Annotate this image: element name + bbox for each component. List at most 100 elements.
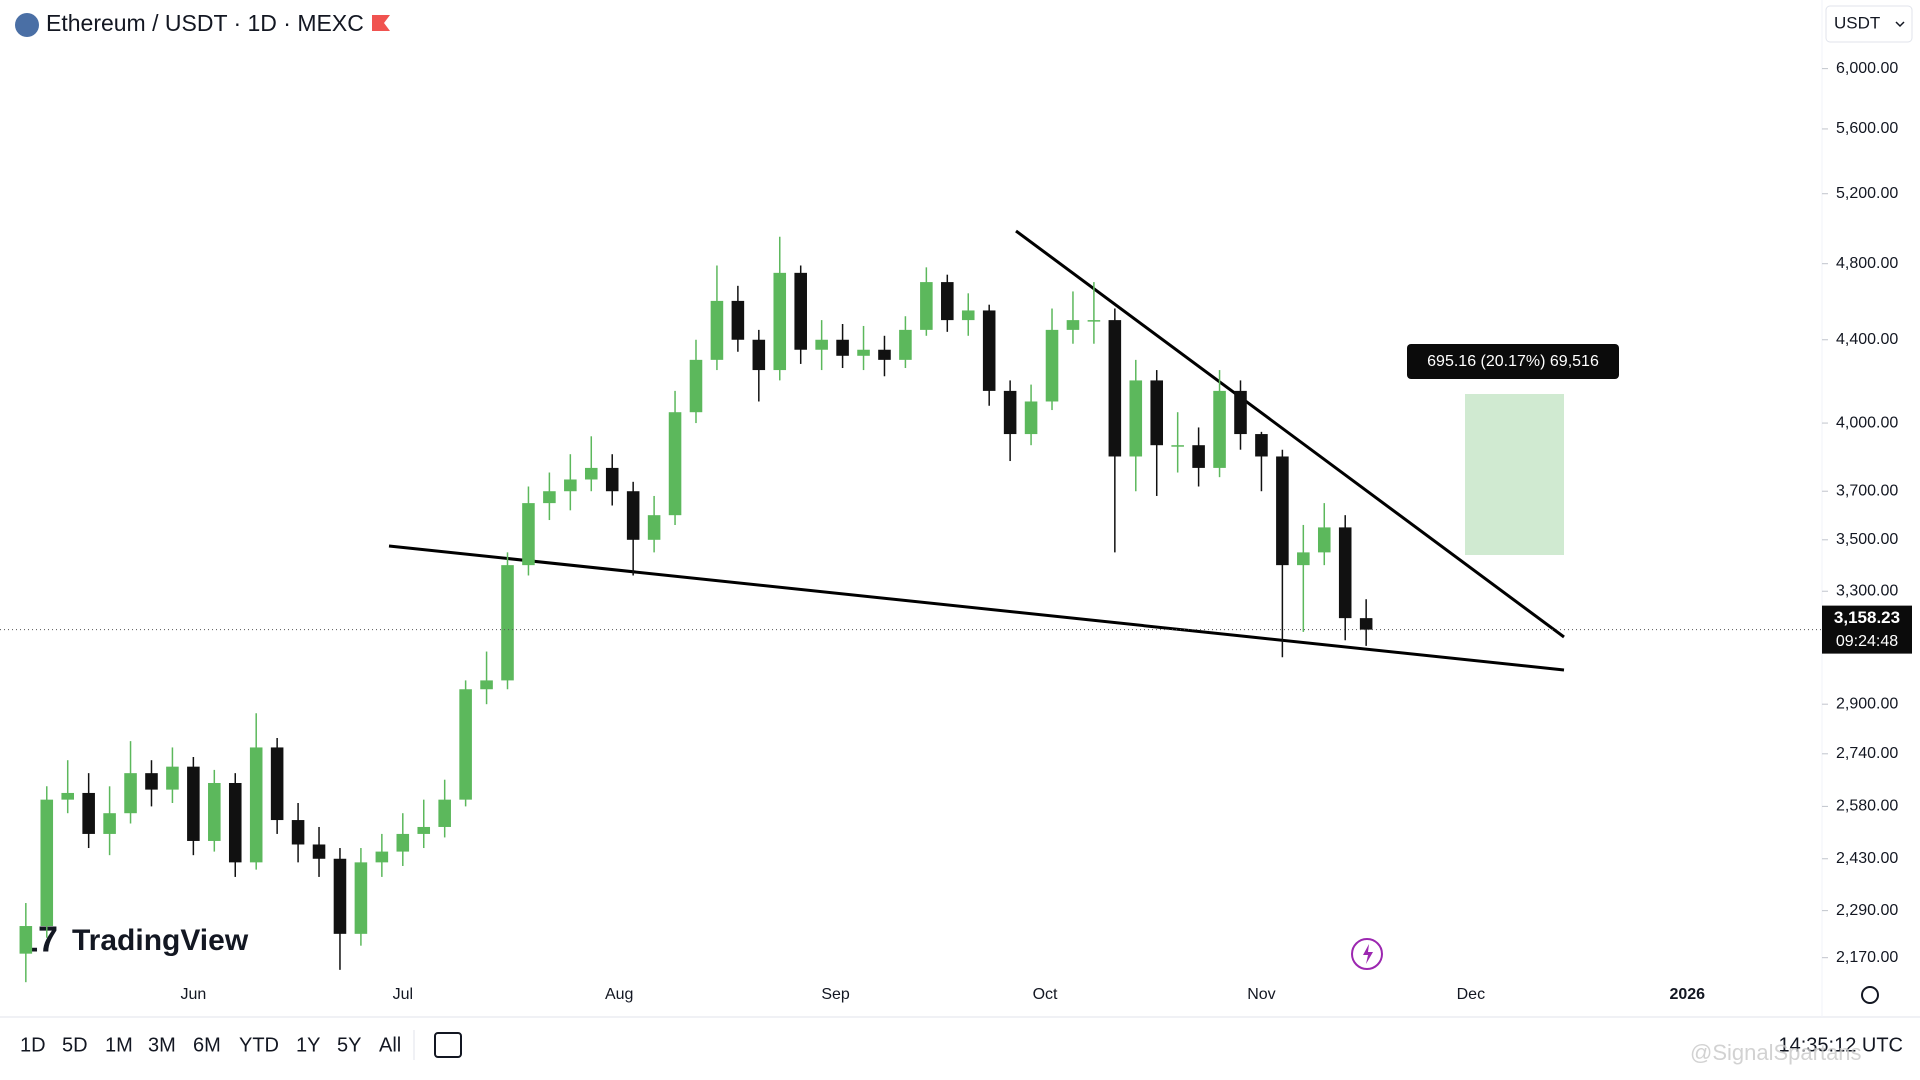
candle-body	[1276, 456, 1289, 566]
candle-body	[941, 282, 954, 321]
x-tick-label: Jul	[393, 986, 413, 1003]
candle-body	[1234, 390, 1247, 435]
date-range-icon[interactable]	[434, 1032, 462, 1058]
candle-body	[982, 310, 996, 391]
candle-body	[459, 689, 472, 800]
price-tag	[1822, 605, 1912, 654]
range-button[interactable]: 5Y	[337, 1034, 361, 1056]
x-tick-label: Sep	[821, 986, 850, 1003]
y-tick-label: 3,700.00	[1836, 482, 1898, 499]
candle-body	[124, 773, 137, 814]
clock: 14:35:12 UTC	[1778, 1034, 1903, 1056]
x-tick-label: Dec	[1457, 986, 1485, 1003]
candle-body	[773, 272, 787, 371]
candle-body	[689, 359, 703, 413]
target-box	[1465, 394, 1564, 555]
candle-body	[1255, 434, 1268, 457]
y-tick-label: 2,430.00	[1836, 850, 1898, 867]
y-tick-label: 5,200.00	[1836, 185, 1898, 202]
candle-body	[61, 792, 74, 800]
candle-body	[208, 782, 221, 841]
y-tick-label: 2,170.00	[1836, 949, 1898, 966]
y-tick-label: 2,290.00	[1836, 902, 1898, 919]
candle-body	[836, 339, 849, 356]
candle-body	[626, 491, 640, 540]
symbol-icon	[15, 13, 39, 37]
resistance-trendline	[1015, 229, 1565, 639]
candle-body	[522, 503, 535, 566]
candle-body	[187, 766, 200, 841]
range-button[interactable]: All	[379, 1034, 401, 1056]
range-button[interactable]: 1D	[20, 1034, 46, 1056]
candle-body	[1338, 527, 1352, 619]
candle-body	[794, 272, 807, 350]
candle-body	[354, 862, 368, 934]
candle-body	[1024, 401, 1038, 435]
candle-body	[1359, 618, 1373, 630]
candle-body	[647, 515, 661, 540]
candle-body	[270, 747, 284, 821]
candle-body	[1045, 329, 1059, 402]
candle-body	[710, 300, 724, 360]
flash-bolt	[1363, 944, 1373, 964]
range-button[interactable]: 1Y	[296, 1034, 320, 1056]
candle-body	[1150, 380, 1164, 446]
support-trendline	[388, 544, 1565, 672]
candle-body	[19, 926, 33, 954]
y-tick-label: 5,600.00	[1836, 120, 1898, 137]
range-button[interactable]: 3M	[148, 1034, 176, 1056]
y-tick-label: 6,000.00	[1836, 60, 1898, 77]
candle-body	[291, 820, 305, 845]
candle-body	[1087, 320, 1101, 322]
candle-body	[1297, 552, 1310, 566]
symbol-title: Ethereum / USDT · 1D · MEXC	[46, 10, 364, 36]
candle-body	[1317, 527, 1331, 553]
candle-body	[1003, 390, 1017, 435]
candle-body	[857, 349, 870, 356]
candle-body	[961, 310, 975, 321]
y-tick-label: 2,740.00	[1836, 745, 1898, 762]
candle-body	[103, 813, 116, 834]
candle-body	[668, 412, 682, 516]
currency-dropdown[interactable]	[1825, 5, 1913, 43]
x-tick-label: Aug	[605, 986, 633, 1003]
candle-body	[1192, 445, 1205, 468]
candle-body	[899, 329, 912, 360]
measure-label: 695.16 (20.17%) 69,516	[1427, 353, 1599, 370]
candle-body	[480, 680, 493, 690]
flag-icon	[372, 15, 390, 31]
candle-body	[82, 792, 95, 834]
candle-body	[1213, 390, 1226, 468]
x-tick-label: Nov	[1247, 986, 1275, 1003]
y-tick-label: 2,580.00	[1836, 798, 1898, 815]
range-button[interactable]: YTD	[239, 1034, 279, 1056]
x-tick-label: Oct	[1033, 986, 1058, 1003]
y-tick-label: 4,000.00	[1836, 414, 1898, 431]
dropdown-caret	[1895, 21, 1905, 28]
price-tag-countdown: 09:24:48	[1836, 633, 1898, 650]
x-tick-label: Jun	[180, 986, 206, 1003]
logo-text: TradingView	[72, 924, 249, 957]
settings-icon[interactable]	[1861, 986, 1879, 1004]
range-button[interactable]: 1M	[105, 1034, 133, 1056]
candle-body	[145, 773, 158, 790]
y-tick-label: 3,300.00	[1836, 582, 1898, 599]
candle-body	[878, 349, 891, 360]
y-tick-label: 4,400.00	[1836, 331, 1898, 348]
range-button[interactable]: 6M	[193, 1034, 221, 1056]
candle-body	[1108, 320, 1122, 457]
candle-body	[375, 851, 389, 863]
candle-body	[40, 799, 54, 927]
candle-body	[417, 826, 431, 834]
candle-body	[333, 858, 347, 934]
candle-body	[312, 844, 326, 859]
flash-icon[interactable]	[1351, 938, 1383, 970]
candle-body	[501, 565, 514, 681]
y-tick-label: 3,500.00	[1836, 531, 1898, 548]
currency-label[interactable]: USDT	[1834, 13, 1880, 32]
candle-body	[584, 467, 598, 480]
candle-body	[166, 766, 179, 790]
range-button[interactable]: 5D	[62, 1034, 88, 1056]
